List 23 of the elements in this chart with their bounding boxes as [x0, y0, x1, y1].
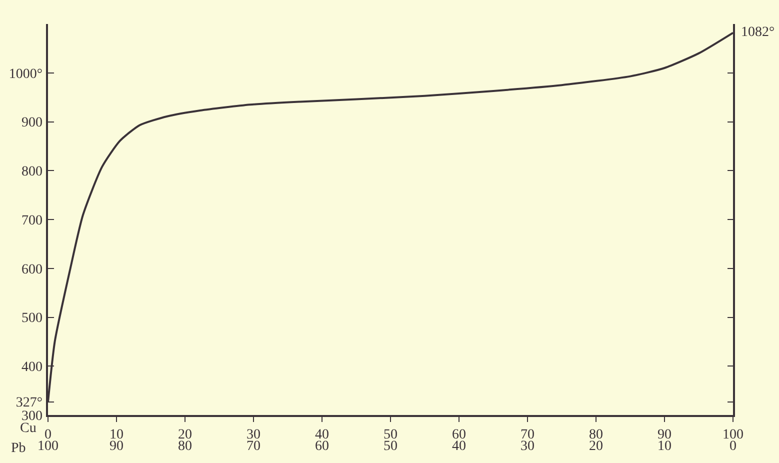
x2-tick-label: 80	[178, 439, 192, 454]
x2-tick-label: 100	[38, 439, 58, 454]
y-tick-label: 327°	[16, 396, 42, 411]
y-tick-label: 800	[21, 164, 42, 180]
x2-tick-label: 0	[730, 439, 736, 454]
y-tick-label: 700	[21, 213, 42, 228]
y-tick-label: 300	[21, 408, 42, 424]
x2-axis-title: Pb	[11, 441, 26, 456]
x2-tick-label: 60	[315, 439, 329, 454]
y-tick-label: 900	[21, 116, 42, 131]
y-tick-label: 500	[21, 311, 42, 326]
x-axis-title: Cu	[20, 421, 36, 436]
y-tick-label: 400	[21, 360, 42, 376]
x2-tick-label: 20	[589, 439, 603, 454]
x2-tick-label: 30	[520, 439, 534, 454]
x2-tick-label: 10	[658, 439, 672, 454]
x2-tick-label: 40	[452, 439, 466, 454]
y-tick-label: 600	[21, 262, 42, 278]
x2-tick-label: 70	[246, 439, 260, 454]
x2-tick-label: 90	[110, 439, 124, 454]
y-tick-label: 1000°	[8, 66, 42, 82]
x2-tick-label: 50	[384, 439, 398, 454]
annotation: 1082°	[741, 25, 775, 40]
